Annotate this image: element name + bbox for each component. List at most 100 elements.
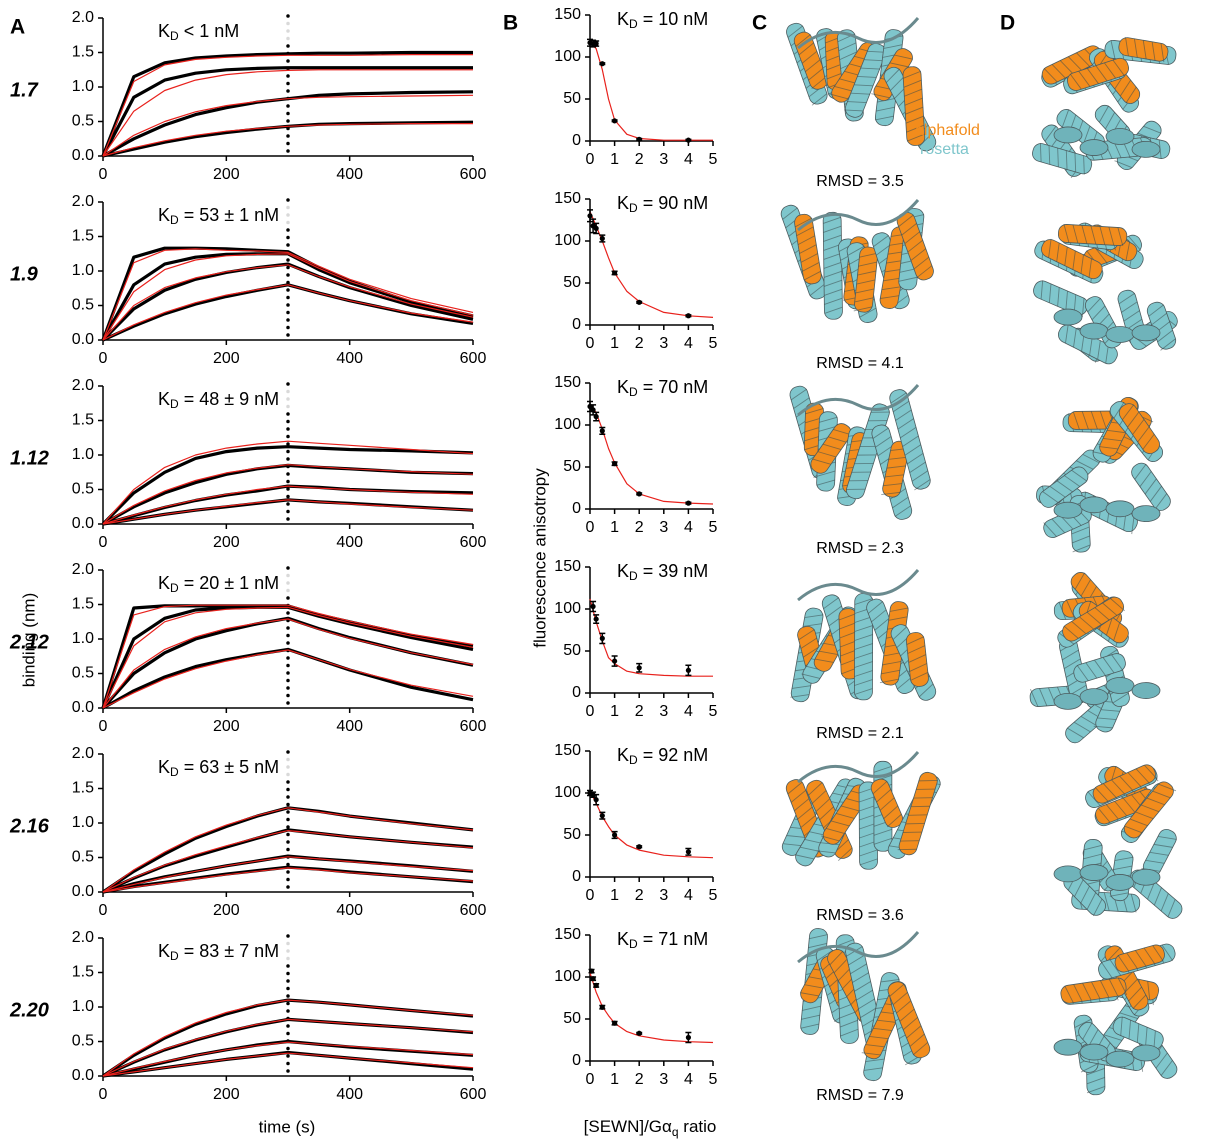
- legend-entry: alphafold: [915, 122, 980, 139]
- figure: A B C D binding (nm) time (s) fluorescen…: [0, 0, 1210, 1142]
- data-point: [637, 665, 642, 670]
- data-point: [686, 138, 691, 143]
- structure-d: [1054, 942, 1180, 1095]
- y-tick-label: 1.0: [72, 446, 94, 463]
- data-point: [612, 270, 617, 275]
- fit-curve: [590, 599, 713, 676]
- data-point: [637, 1031, 642, 1036]
- x-tick-label: 3: [659, 887, 668, 904]
- annotation-part: K: [158, 757, 170, 777]
- data-point: [686, 313, 691, 318]
- data-point: [686, 501, 691, 506]
- y-tick-label: 1.0: [72, 814, 94, 831]
- y-axis-title: fluorescence anisotropy: [530, 468, 549, 648]
- annotation-part: = 71 nM: [638, 929, 709, 949]
- x-tick-label: 5: [709, 1071, 718, 1088]
- y-tick-label: 100: [554, 232, 581, 249]
- x-tick-label: 3: [659, 703, 668, 720]
- chart: 050100150012345KD = 10 nM: [554, 6, 717, 168]
- annotation-subscript: D: [629, 569, 638, 583]
- y-tick-label: 100: [554, 48, 581, 65]
- data-point: [686, 1035, 691, 1040]
- x-tick-label: 2: [635, 151, 644, 168]
- helix-body: [1058, 224, 1127, 246]
- x-tick-label: 2: [635, 1071, 644, 1088]
- sheet: [1132, 506, 1160, 522]
- sheet: [1080, 1044, 1108, 1060]
- panel-label: D: [1000, 12, 1015, 35]
- x-tick-label: 0: [99, 718, 108, 735]
- data-point: [590, 976, 595, 981]
- row-label: 2.12: [9, 631, 49, 653]
- data-point: [686, 849, 691, 854]
- y-tick-label: 2.0: [72, 561, 94, 578]
- y-tick-label: 50: [563, 274, 581, 291]
- annotation-part: K: [158, 941, 170, 961]
- data-point: [600, 428, 605, 433]
- rmsd-label: RMSD = 4.1: [816, 355, 904, 372]
- annotation-part: = 90 nM: [638, 193, 709, 213]
- annotation-part: = 10 nM: [638, 9, 709, 29]
- x-tick-label: 200: [213, 1086, 240, 1103]
- y-tick-label: 2.0: [72, 745, 94, 762]
- annotation-part: K: [617, 561, 629, 581]
- x-tick-label: 200: [213, 534, 240, 551]
- y-tick-label: 0.5: [72, 481, 94, 498]
- annotation-part: = 92 nM: [638, 745, 709, 765]
- fit-curve: [590, 404, 713, 504]
- fit-curve: [590, 973, 713, 1043]
- sheet: [1132, 141, 1160, 157]
- annotation: KD = 39 nM: [617, 561, 708, 583]
- x-tick-label: 0: [99, 902, 108, 919]
- annotation-part: = 83 ± 7 nM: [179, 941, 279, 961]
- annotation-part: K: [617, 9, 629, 29]
- x-tick-label: 3: [659, 151, 668, 168]
- structure-d: [1036, 395, 1174, 553]
- y-tick-label: 0: [572, 1052, 581, 1069]
- annotation: KD = 70 nM: [617, 377, 708, 399]
- annotation-part: = 20 ± 1 nM: [179, 573, 279, 593]
- structure-d: [1054, 762, 1185, 921]
- structure-c: [779, 200, 936, 324]
- y-tick-label: 2.0: [72, 377, 94, 394]
- row-label: 2.20: [9, 999, 49, 1021]
- data-point: [587, 213, 592, 218]
- x-tick-label: 400: [336, 1086, 363, 1103]
- annotation-part: K: [617, 193, 629, 213]
- x-tick-label: 2: [635, 335, 644, 352]
- x-tick-label: 5: [709, 703, 718, 720]
- x-tick-label: 400: [336, 350, 363, 367]
- data-point: [594, 616, 599, 621]
- annotation: KD = 10 nM: [617, 9, 708, 31]
- rmsd-label: RMSD = 3.5: [816, 173, 904, 190]
- y-tick-label: 100: [554, 416, 581, 433]
- x-tick-label: 0: [99, 1086, 108, 1103]
- sheet: [1054, 693, 1082, 709]
- x-tick-label: 3: [659, 519, 668, 536]
- loop: [798, 752, 918, 782]
- sheet: [1132, 683, 1160, 699]
- x-tick-label: 4: [684, 151, 693, 168]
- y-tick-label: 0.0: [72, 331, 94, 348]
- x-tick-label: 0: [586, 151, 595, 168]
- sheet: [1080, 323, 1108, 339]
- x-tick-label: 600: [460, 534, 487, 551]
- annotation-subscript: D: [170, 581, 179, 595]
- annotation-part: = 70 nM: [638, 377, 709, 397]
- annotation-part: K: [158, 573, 170, 593]
- x-tick-label: 600: [460, 902, 487, 919]
- y-tick-label: 0.5: [72, 849, 94, 866]
- x-tick-label: 400: [336, 902, 363, 919]
- row-label: 1.7: [10, 79, 39, 101]
- y-tick-label: 1.5: [72, 44, 94, 61]
- data-point: [637, 300, 642, 305]
- structure-d: [1031, 36, 1177, 179]
- chart: 0.00.51.01.52.00200400600KD = 53 ± 1 nM1…: [10, 193, 486, 367]
- rmsd-label: RMSD = 3.6: [816, 907, 904, 924]
- y-tick-label: 0.0: [72, 515, 94, 532]
- annotation-part: K: [158, 21, 170, 41]
- data-point: [589, 969, 594, 974]
- data-point: [594, 414, 599, 419]
